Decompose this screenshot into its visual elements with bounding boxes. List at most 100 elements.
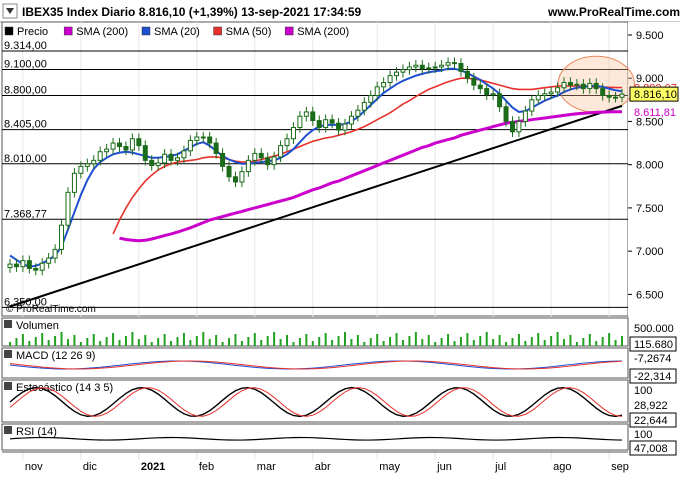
volume-bar: [215, 335, 218, 346]
volume-bar: [421, 339, 424, 346]
candle-body: [361, 101, 367, 111]
volume-bar: [608, 333, 611, 346]
candle-body: [65, 191, 71, 226]
volume-bar: [459, 337, 462, 346]
indicator-value-box: [629, 368, 677, 384]
candle-body: [342, 123, 348, 131]
candle-body: [97, 151, 103, 161]
panel-handle-icon: [4, 320, 12, 328]
volume-bar: [298, 338, 301, 346]
price-axis-tick-label: 8.500: [636, 116, 664, 128]
legend-label: SMA (200): [76, 26, 128, 38]
volume-bar: [131, 332, 134, 346]
volume-bar: [550, 336, 553, 346]
indicator-panel-frame: [1, 379, 629, 423]
volume-bar: [401, 340, 404, 346]
candle-body: [381, 82, 387, 88]
stochastic-d-line: [9, 387, 623, 417]
candle-body: [155, 162, 161, 167]
candle-body: [136, 138, 142, 147]
volume-bar: [498, 335, 501, 346]
candle-body: [71, 172, 77, 193]
candle-body: [232, 176, 238, 183]
candle-body: [13, 263, 19, 268]
volume-bar: [614, 340, 617, 346]
candle-body: [509, 120, 515, 133]
volume-bar: [382, 341, 385, 346]
candle-body: [348, 115, 354, 125]
candle-body: [613, 96, 619, 99]
x-axis-tick-label: jun: [436, 461, 452, 473]
volume-bar: [118, 340, 121, 346]
candle-body: [149, 159, 155, 167]
volume-bar: [318, 337, 321, 346]
last-price-box: [629, 86, 679, 102]
candle-body: [194, 136, 200, 141]
volume-bar: [124, 336, 127, 346]
indicator-panel-title: RSI (14): [16, 426, 57, 438]
candle-body: [477, 84, 483, 90]
volume-bar: [273, 332, 276, 346]
candle-body: [46, 257, 52, 264]
indicator-panel-frame: [1, 317, 629, 347]
volume-bar: [47, 340, 50, 346]
volume-bar: [324, 333, 327, 346]
volume-bar: [182, 333, 185, 346]
candle-body: [187, 139, 193, 152]
volume-bar: [144, 335, 147, 346]
candle-body: [20, 260, 26, 268]
volume-bar: [530, 337, 533, 346]
indicator-panel-frame: [1, 347, 629, 379]
sma20-line: [9, 67, 623, 268]
candle-body: [419, 64, 425, 70]
candle-body: [213, 142, 219, 154]
volume-bar: [440, 338, 443, 346]
candle-body: [323, 119, 329, 128]
indicator-panel-title: MACD (12 26 9): [16, 350, 95, 362]
candle-body: [522, 110, 528, 122]
level-label: 8.010,00: [4, 153, 47, 165]
volume-bar: [157, 338, 160, 346]
legend-swatch: [213, 26, 222, 36]
candle-body: [574, 83, 580, 86]
volume-bar: [15, 338, 18, 346]
x-axis-tick-label: mar: [257, 461, 276, 473]
indicator-value-box: [629, 336, 677, 352]
legend-label: SMA (200): [297, 26, 349, 38]
candle-body: [548, 91, 554, 95]
price-axis-tick-label: 9.500: [636, 30, 664, 42]
stochastic-k-line: [9, 386, 623, 418]
candle-body: [297, 115, 303, 128]
volume-bar: [369, 338, 372, 346]
volume-bar: [240, 341, 243, 346]
candle-body: [445, 62, 451, 66]
volume-bar: [505, 342, 508, 346]
candle-body: [181, 150, 187, 159]
level-label: 9.314,00: [4, 40, 47, 52]
candle-body: [7, 263, 13, 269]
candle-body: [84, 163, 90, 167]
indicator-panel-title: Volumen: [16, 320, 59, 332]
candle-body: [561, 82, 567, 89]
price-axis-tick-label: 6.500: [636, 289, 664, 301]
legend-swatch: [141, 26, 151, 36]
volume-bar: [427, 335, 430, 346]
volume-bar: [266, 336, 269, 346]
volume-bar: [73, 335, 76, 346]
candle-body: [207, 136, 213, 144]
volume-bar: [228, 338, 231, 346]
price-axis-tick-label: 8.000: [636, 160, 664, 172]
volume-bar: [556, 332, 559, 346]
candle-body: [39, 262, 45, 271]
candle-body: [432, 66, 438, 69]
candle-body: [374, 86, 380, 97]
volume-bar: [221, 342, 224, 346]
volume-bar: [60, 332, 63, 346]
volume-bar: [112, 333, 115, 346]
candle-body: [252, 152, 258, 161]
price-axis-area: [628, 22, 680, 316]
candle-body: [567, 82, 573, 86]
candle-body: [78, 165, 84, 174]
volume-bar: [292, 342, 295, 346]
